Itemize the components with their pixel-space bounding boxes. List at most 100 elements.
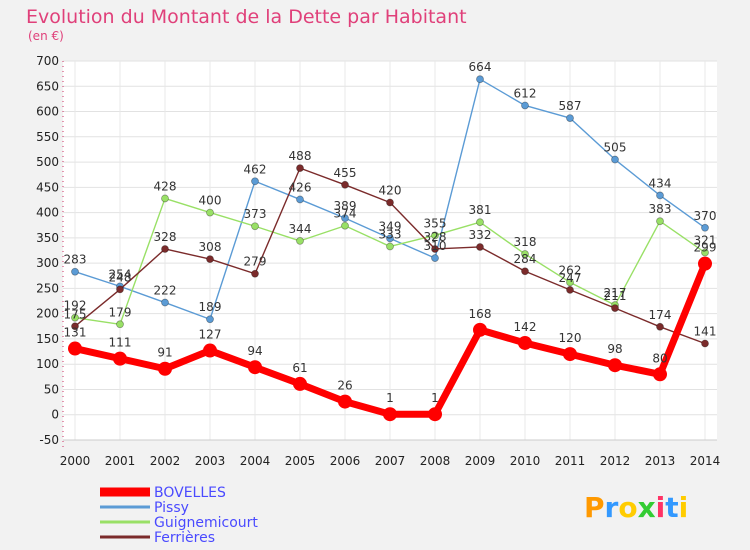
y-tick-label: 400 <box>36 206 59 220</box>
data-point <box>566 278 574 287</box>
data-label: 120 <box>559 331 582 345</box>
x-tick-label: 2010 <box>510 454 541 468</box>
data-label: 91 <box>157 346 172 360</box>
data-label: 26 <box>337 379 352 393</box>
data-point <box>656 322 664 331</box>
data-label: 283 <box>64 253 87 267</box>
data-label: 434 <box>649 176 672 190</box>
data-label: 462 <box>244 162 267 176</box>
x-tick-label: 2000 <box>60 454 91 468</box>
x-tick-label: 2013 <box>645 454 676 468</box>
data-point <box>701 339 709 348</box>
data-label: 333 <box>379 227 402 241</box>
logo-letter: i <box>656 491 666 524</box>
data-point <box>431 254 439 262</box>
data-point <box>476 243 484 251</box>
data-point <box>653 367 667 382</box>
y-tick-label: 650 <box>36 79 59 93</box>
data-point <box>383 407 397 422</box>
data-point <box>566 286 574 294</box>
data-point <box>248 360 262 375</box>
data-point <box>521 267 529 276</box>
data-label: 192 <box>64 299 87 313</box>
data-label: 94 <box>247 344 262 358</box>
data-point <box>611 304 619 313</box>
data-label: 374 <box>334 207 357 221</box>
data-point <box>341 221 349 230</box>
data-point <box>161 245 169 253</box>
chart-subtitle: (en €) <box>28 29 64 43</box>
y-tick-label: 550 <box>36 130 59 144</box>
data-point <box>206 208 214 217</box>
y-tick-label: 450 <box>36 180 59 194</box>
logo-letter: P <box>584 491 605 524</box>
y-tick-label: 350 <box>36 231 59 245</box>
data-label: 299 <box>694 241 717 255</box>
data-point <box>518 335 532 350</box>
data-label: 373 <box>244 207 267 221</box>
data-point <box>656 191 664 200</box>
data-point <box>296 236 304 245</box>
data-label: 426 <box>289 180 312 194</box>
data-label: 279 <box>244 255 267 269</box>
data-point <box>563 347 577 362</box>
data-label: 381 <box>469 203 492 217</box>
data-label: 127 <box>199 328 222 342</box>
data-point <box>161 298 169 307</box>
x-tick-label: 2009 <box>465 454 496 468</box>
data-label: 455 <box>334 166 357 180</box>
legend-label: Ferrières <box>154 530 215 546</box>
data-point <box>611 155 619 164</box>
data-point <box>296 164 304 173</box>
data-label: 98 <box>607 342 622 356</box>
logo-letter: x <box>638 491 656 524</box>
data-point <box>158 361 172 376</box>
data-label: 247 <box>559 271 582 285</box>
data-point <box>476 75 484 84</box>
data-point <box>428 407 442 422</box>
data-point <box>206 255 214 263</box>
data-point <box>656 217 664 226</box>
data-point <box>116 285 124 294</box>
data-label: 141 <box>694 324 717 338</box>
data-label: 505 <box>604 141 627 155</box>
data-point <box>431 231 439 240</box>
data-label: 355 <box>424 216 447 230</box>
data-label: 612 <box>514 86 537 100</box>
data-label: 262 <box>559 263 582 277</box>
data-point <box>113 351 127 366</box>
x-tick-label: 2001 <box>105 454 136 468</box>
data-label: 111 <box>109 336 132 350</box>
logo-letter: t <box>665 491 678 524</box>
data-label: 383 <box>649 202 672 216</box>
data-point <box>203 343 217 358</box>
data-label: 1 <box>431 391 439 405</box>
y-tick-label: 250 <box>36 281 59 295</box>
y-tick-label: 50 <box>44 382 59 396</box>
x-tick-label: 2006 <box>330 454 361 468</box>
data-label: 328 <box>424 230 447 244</box>
logo-letter: i <box>679 491 689 524</box>
data-label: 400 <box>199 194 222 208</box>
y-tick-label: 100 <box>36 357 59 371</box>
data-label: 189 <box>199 300 222 314</box>
data-point <box>386 234 394 243</box>
data-point <box>71 313 79 322</box>
data-point <box>476 218 484 227</box>
data-point <box>251 269 259 278</box>
plot-area: -50 0 50 100 150 200 250 300 350 400 450 500 550 600 6… <box>36 54 720 468</box>
data-point <box>341 214 349 223</box>
data-label: 254 <box>109 267 132 281</box>
data-label: 349 <box>379 219 402 233</box>
y-tick-label: 700 <box>36 54 59 68</box>
data-point <box>293 376 307 391</box>
data-point <box>566 114 574 123</box>
data-label: 175 <box>64 307 87 321</box>
data-point <box>521 250 529 258</box>
data-label: 344 <box>289 222 312 236</box>
data-label: 318 <box>514 235 537 249</box>
y-tick-label: 0 <box>51 408 59 422</box>
data-point <box>341 180 349 189</box>
data-label: 211 <box>604 289 627 303</box>
